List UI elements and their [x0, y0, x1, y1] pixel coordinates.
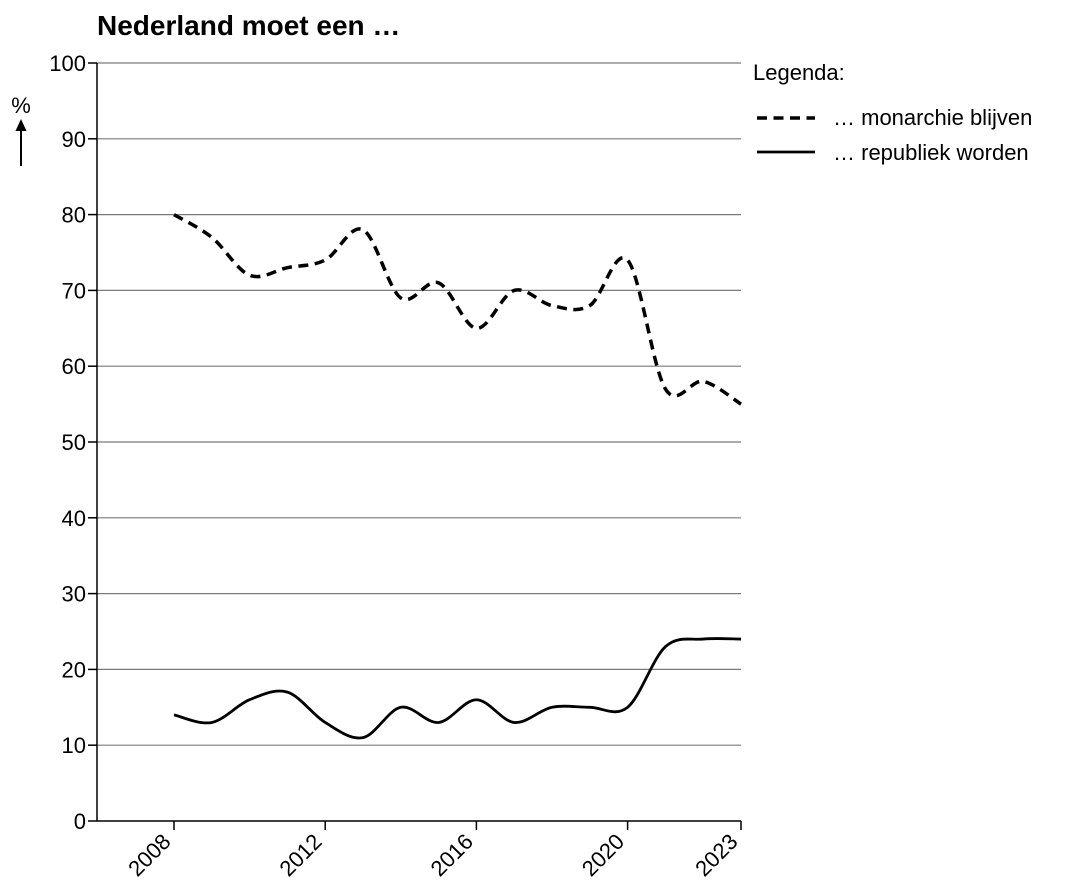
series-line-monarchie [173, 213, 742, 406]
y-tick-label: 50 [62, 430, 86, 455]
y-tick-label: 100 [49, 51, 86, 76]
y-tick-label: 30 [62, 582, 86, 607]
legend-item-republiek: … republiek worden [833, 140, 1029, 165]
y-tick-label: 80 [62, 203, 86, 228]
x-tick-label: 2008 [123, 829, 175, 881]
y-tick-label: 20 [62, 657, 86, 682]
chart-title: Nederland moet een … [97, 10, 400, 41]
y-tick-label: 40 [62, 506, 86, 531]
x-tick-label: 2020 [577, 829, 629, 881]
y-tick-label: 10 [62, 733, 86, 758]
x-tick-label: 2023 [690, 829, 742, 881]
axes [88, 62, 742, 830]
y-tick-label: 60 [62, 354, 86, 379]
x-tick-label: 2012 [274, 829, 326, 881]
y-tick-label: 0 [74, 809, 86, 834]
y-axis-label: % [11, 93, 31, 118]
legend-title: Legenda: [753, 60, 845, 85]
y-tick-labels: 0 10 20 30 40 50 60 70 80 90 100 [49, 51, 86, 834]
series-lines [173, 213, 742, 740]
y-tick-label: 70 [62, 278, 86, 303]
y-tick-label: 90 [62, 127, 86, 152]
series-line-republiek [173, 637, 742, 740]
x-tick-labels: 2008 2012 2016 2020 2023 [123, 829, 742, 881]
legend: Legenda: … monarchie blijven … republiek… [753, 60, 1032, 165]
legend-item-monarchie: … monarchie blijven [833, 105, 1032, 130]
gridlines [97, 62, 741, 746]
x-tick-label: 2016 [426, 829, 478, 881]
y-axis-arrow-icon [15, 119, 27, 166]
